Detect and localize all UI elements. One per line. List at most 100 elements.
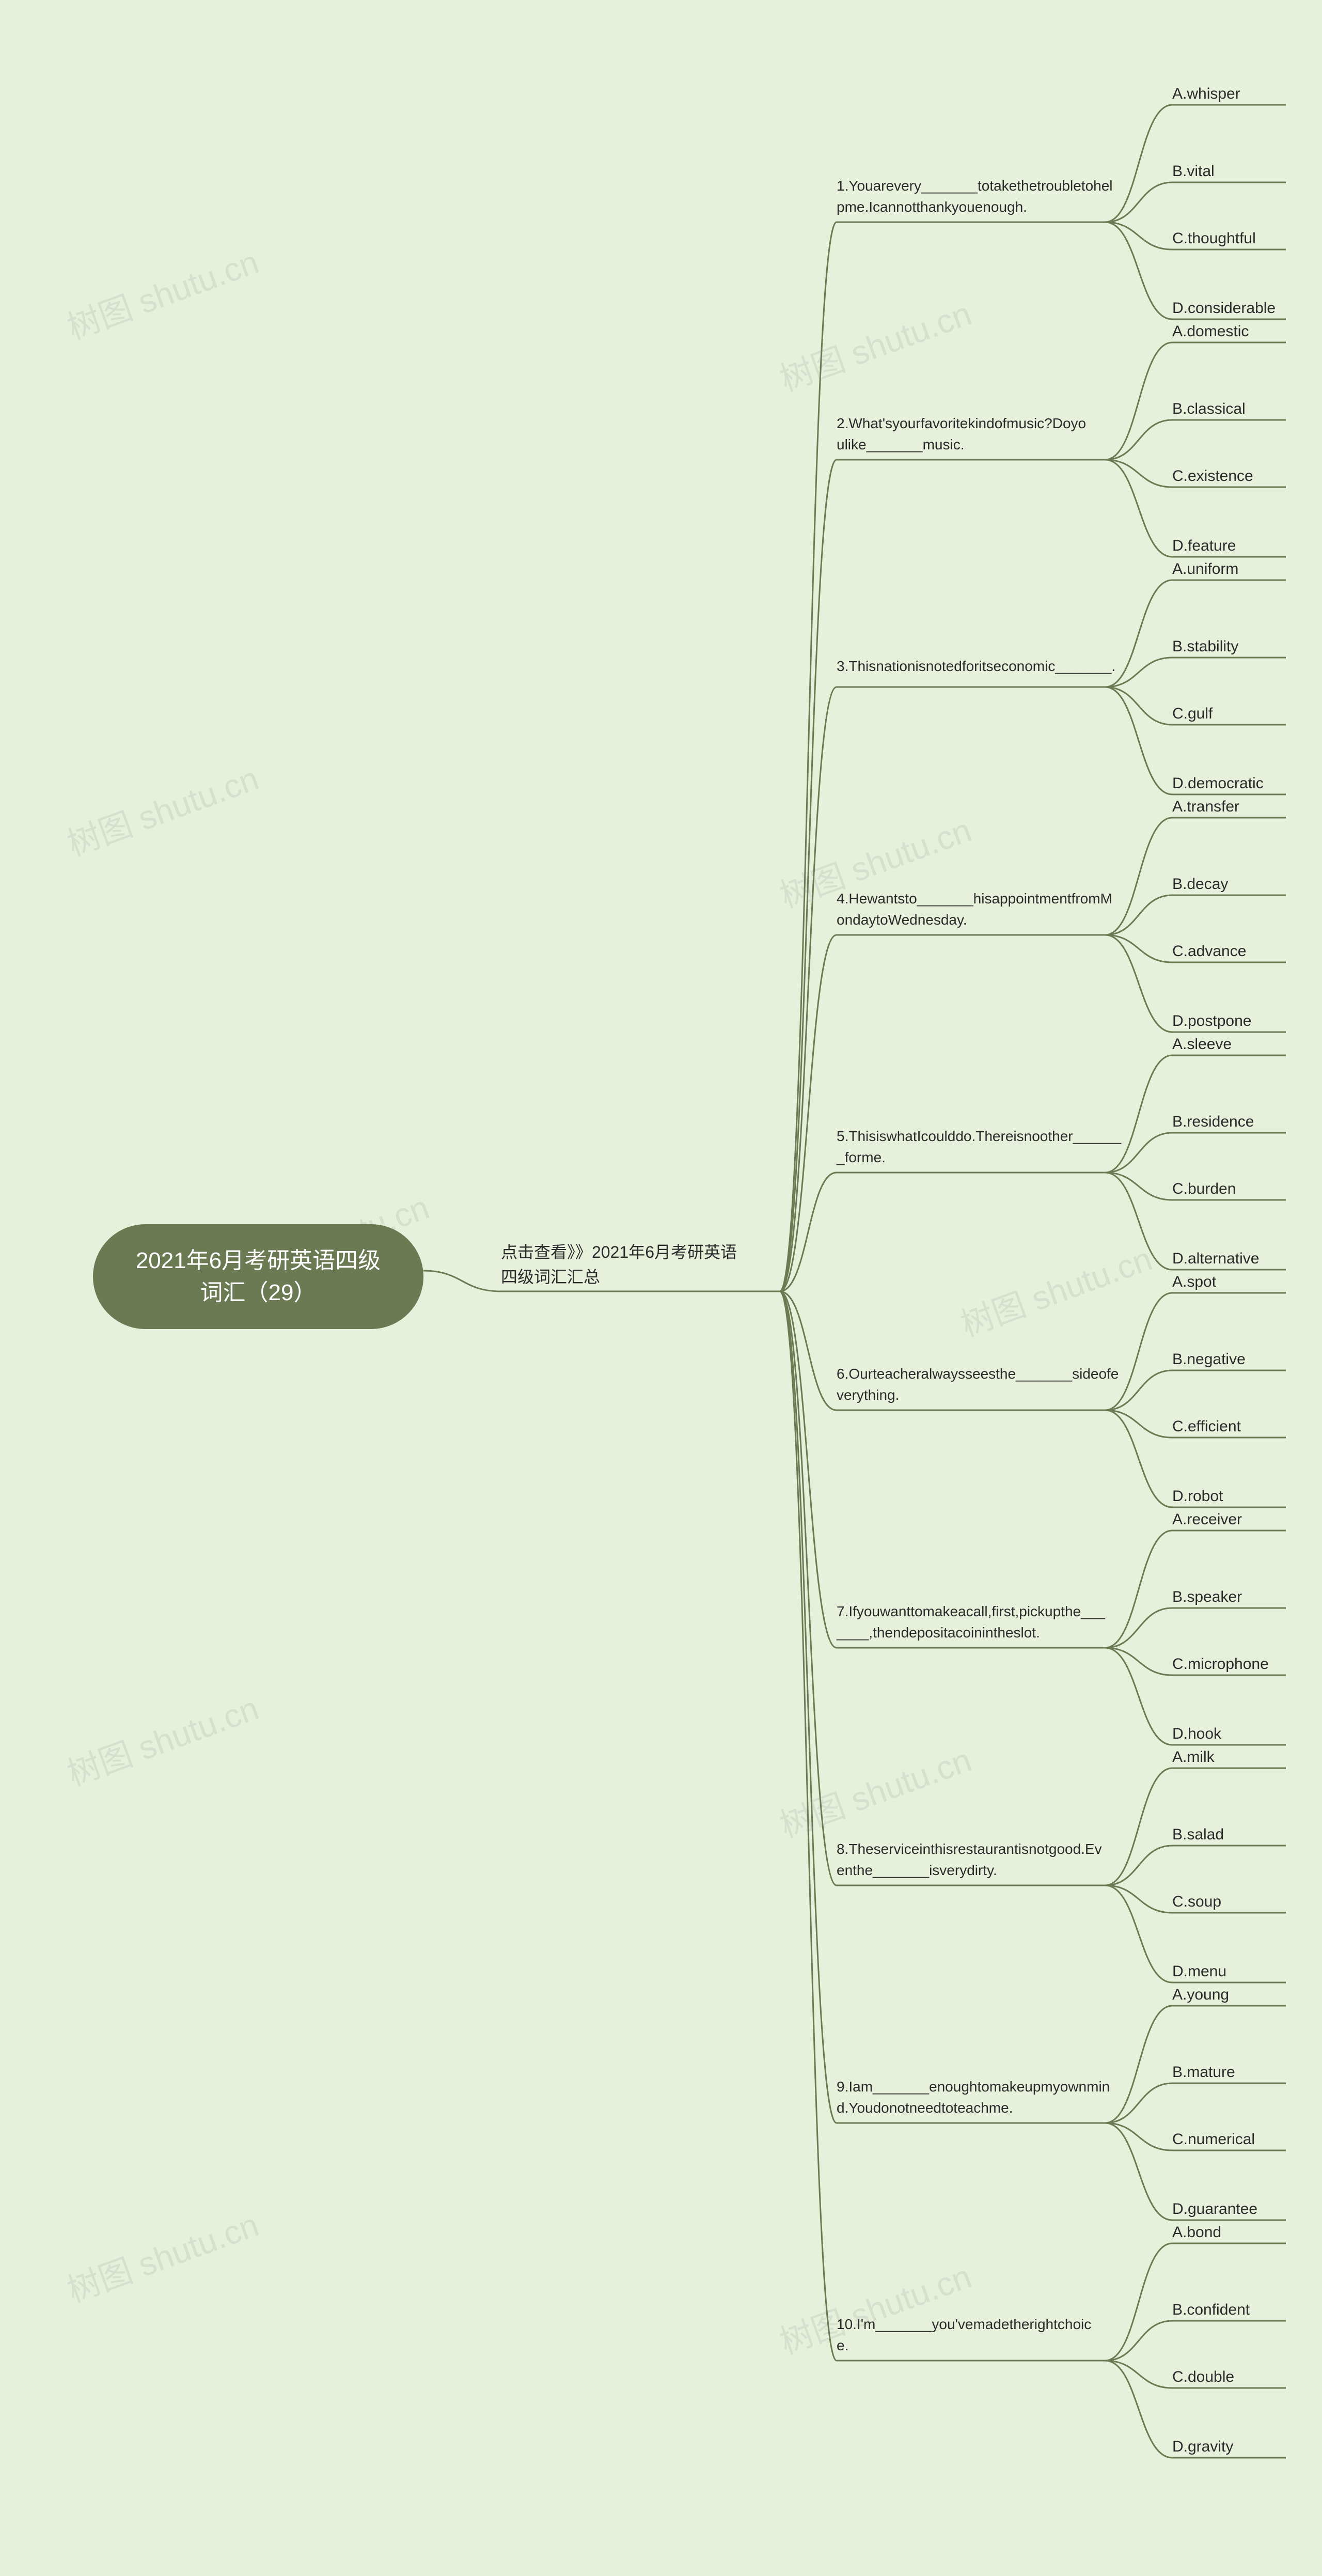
root-node[interactable]: 2021年6月考研英语四级词汇（29） — [93, 1224, 423, 1329]
question-node[interactable]: 6.Ourteacheralwaysseesthe_______sideofev… — [837, 1364, 1105, 1406]
option-node[interactable]: A.domestic — [1172, 323, 1249, 340]
option-label: C.numerical — [1172, 2131, 1255, 2148]
question-line2: _forme. — [837, 1147, 1105, 1168]
question-node[interactable]: 8.Theserviceinthisrestaurantisnotgood.Ev… — [837, 1839, 1105, 1881]
option-node[interactable]: D.postpone — [1172, 1012, 1251, 1030]
option-node[interactable]: B.speaker — [1172, 1588, 1242, 1606]
option-label: A.transfer — [1172, 798, 1239, 815]
option-label: A.uniform — [1172, 560, 1238, 577]
option-label: D.robot — [1172, 1488, 1223, 1505]
option-label: D.alternative — [1172, 1250, 1259, 1267]
option-node[interactable]: D.hook — [1172, 1725, 1221, 1743]
watermark: 树图 shutu.cn — [60, 2198, 264, 2312]
option-node[interactable]: A.milk — [1172, 1748, 1215, 1766]
root-line2: 词汇（29） — [124, 1277, 392, 1309]
option-node[interactable]: B.negative — [1172, 1351, 1246, 1368]
question-line2: pme.Icannotthankyouenough. — [837, 197, 1105, 218]
question-node[interactable]: 4.Hewantsto_______hisappointmentfromMond… — [837, 888, 1105, 930]
option-label: A.spot — [1172, 1273, 1216, 1290]
option-label: D.menu — [1172, 1963, 1226, 1980]
question-line2: e. — [837, 2335, 1105, 2356]
question-node[interactable]: 5.ThisiswhatIcoulddo.Thereisnoother_____… — [837, 1126, 1105, 1168]
option-label: C.microphone — [1172, 1656, 1269, 1673]
option-label: B.residence — [1172, 1113, 1254, 1130]
question-line1: 3.Thisnationisnotedforitseconomic_______… — [837, 656, 1105, 677]
watermark: 树图 shutu.cn — [60, 1682, 264, 1795]
option-node[interactable]: C.numerical — [1172, 2131, 1255, 2148]
option-label: C.advance — [1172, 943, 1246, 960]
option-node[interactable]: D.guarantee — [1172, 2200, 1257, 2218]
question-line1: 2.What'syourfavoritekindofmusic?Doyo — [837, 413, 1105, 434]
option-label: A.whisper — [1172, 85, 1240, 102]
watermark: 树图 shutu.cn — [773, 287, 977, 400]
option-label: B.negative — [1172, 1351, 1246, 1368]
question-line1: 10.I'm_______you'vemadetherightchoic — [837, 2314, 1105, 2335]
option-node[interactable]: B.vital — [1172, 163, 1215, 180]
option-node[interactable]: B.mature — [1172, 2064, 1235, 2081]
option-node[interactable]: A.spot — [1172, 1273, 1216, 1291]
question-line2: verything. — [837, 1385, 1105, 1406]
option-node[interactable]: D.feature — [1172, 537, 1236, 555]
option-node[interactable]: A.transfer — [1172, 798, 1239, 816]
option-label: B.salad — [1172, 1826, 1224, 1843]
option-label: A.young — [1172, 1986, 1229, 2003]
option-node[interactable]: A.young — [1172, 1986, 1229, 2004]
option-label: B.stability — [1172, 638, 1238, 655]
option-node[interactable]: A.sleeve — [1172, 1036, 1232, 1053]
option-label: B.classical — [1172, 400, 1246, 417]
level2-line2: 四级词汇汇总 — [501, 1264, 780, 1289]
level2-line1: 点击查看》》2021年6月考研英语 — [501, 1240, 780, 1264]
option-label: B.decay — [1172, 876, 1228, 893]
option-node[interactable]: D.gravity — [1172, 2438, 1233, 2456]
question-line1: 9.Iam_______enoughtomakeupmyownmin — [837, 2077, 1105, 2098]
option-node[interactable]: C.thoughtful — [1172, 230, 1256, 247]
option-node[interactable]: C.soup — [1172, 1893, 1221, 1911]
option-node[interactable]: C.advance — [1172, 943, 1246, 960]
level2-node[interactable]: 点击查看》》2021年6月考研英语四级词汇汇总 — [501, 1240, 780, 1289]
question-node[interactable]: 2.What'syourfavoritekindofmusic?Doyoulik… — [837, 413, 1105, 455]
option-node[interactable]: D.robot — [1172, 1488, 1223, 1505]
question-line2: ulike_______music. — [837, 434, 1105, 456]
option-label: B.mature — [1172, 2064, 1235, 2081]
question-node[interactable]: 10.I'm_______you'vemadetherightchoice. — [837, 2314, 1105, 2356]
option-label: A.milk — [1172, 1748, 1215, 1766]
question-node[interactable]: 3.Thisnationisnotedforitseconomic_______… — [837, 656, 1105, 677]
option-node[interactable]: B.classical — [1172, 400, 1246, 418]
option-node[interactable]: B.confident — [1172, 2301, 1250, 2319]
question-line1: 4.Hewantsto_______hisappointmentfromM — [837, 888, 1105, 910]
question-line1: 6.Ourteacheralwaysseesthe_______sideofe — [837, 1364, 1105, 1385]
option-node[interactable]: A.receiver — [1172, 1511, 1242, 1528]
option-node[interactable]: B.residence — [1172, 1113, 1254, 1131]
option-node[interactable]: B.stability — [1172, 638, 1238, 655]
option-node[interactable]: A.whisper — [1172, 85, 1240, 103]
option-node[interactable]: D.menu — [1172, 1963, 1226, 1980]
option-label: D.postpone — [1172, 1012, 1251, 1029]
option-node[interactable]: A.bond — [1172, 2224, 1221, 2241]
question-line1: 7.Ifyouwanttomakeacall,first,pickupthe__… — [837, 1601, 1105, 1622]
question-line2: enthe_______isverydirty. — [837, 1860, 1105, 1881]
question-node[interactable]: 7.Ifyouwanttomakeacall,first,pickupthe__… — [837, 1601, 1105, 1643]
option-node[interactable]: D.alternative — [1172, 1250, 1259, 1268]
option-label: C.efficient — [1172, 1418, 1241, 1435]
option-node[interactable]: B.salad — [1172, 1826, 1224, 1844]
option-node[interactable]: A.uniform — [1172, 560, 1238, 578]
option-node[interactable]: D.democratic — [1172, 775, 1264, 792]
option-node[interactable]: C.microphone — [1172, 1656, 1269, 1673]
option-node[interactable]: C.burden — [1172, 1180, 1236, 1198]
watermark: 树图 shutu.cn — [60, 752, 264, 865]
option-label: D.gravity — [1172, 2438, 1233, 2455]
question-line1: 1.Youarevery_______totakethetroubletohel — [837, 176, 1105, 197]
option-label: C.burden — [1172, 1180, 1236, 1197]
option-label: C.thoughtful — [1172, 230, 1256, 247]
question-line2: ____,thendepositacoinintheslot. — [837, 1622, 1105, 1644]
option-node[interactable]: C.existence — [1172, 467, 1253, 485]
option-node[interactable]: C.efficient — [1172, 1418, 1241, 1435]
option-node[interactable]: C.gulf — [1172, 705, 1213, 723]
option-node[interactable]: D.considerable — [1172, 300, 1276, 317]
question-node[interactable]: 9.Iam_______enoughtomakeupmyownmind.Youd… — [837, 2077, 1105, 2118]
option-label: C.soup — [1172, 1893, 1221, 1910]
option-node[interactable]: B.decay — [1172, 876, 1228, 893]
option-label: D.hook — [1172, 1725, 1221, 1742]
question-node[interactable]: 1.Youarevery_______totakethetroubletohel… — [837, 176, 1105, 217]
option-node[interactable]: C.double — [1172, 2368, 1234, 2386]
